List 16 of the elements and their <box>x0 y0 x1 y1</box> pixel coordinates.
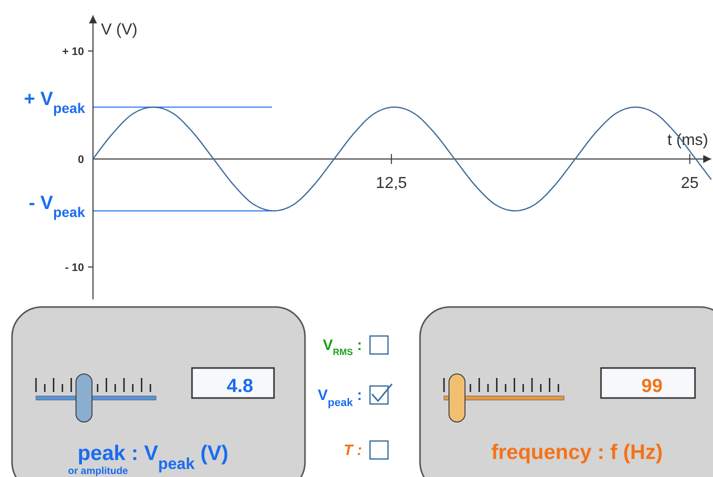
ref-line-label: - V$_{peak}$ <box>28 192 86 220</box>
y-axis-title: V (V) <box>101 21 138 38</box>
x-tick-label: 12,5 <box>376 175 408 192</box>
text: T : <box>344 442 362 459</box>
text: frequency : f (Hz) <box>491 441 663 464</box>
ref-line-label: + V$_{peak}$ <box>24 89 86 116</box>
x-tick-label: 25 <box>680 175 699 192</box>
y-tick-label: 0 <box>78 154 84 166</box>
line-series <box>92 106 712 212</box>
y-tick-label: + 10 <box>62 46 84 58</box>
text: V$_{peak}$ : <box>318 387 362 409</box>
text: V$_{RMS}$ : <box>322 337 362 357</box>
text: 4.8 <box>226 376 254 397</box>
text: 99 <box>641 376 663 397</box>
y-tick-label: - 10 <box>65 262 84 274</box>
text: or amplitude <box>68 466 128 477</box>
